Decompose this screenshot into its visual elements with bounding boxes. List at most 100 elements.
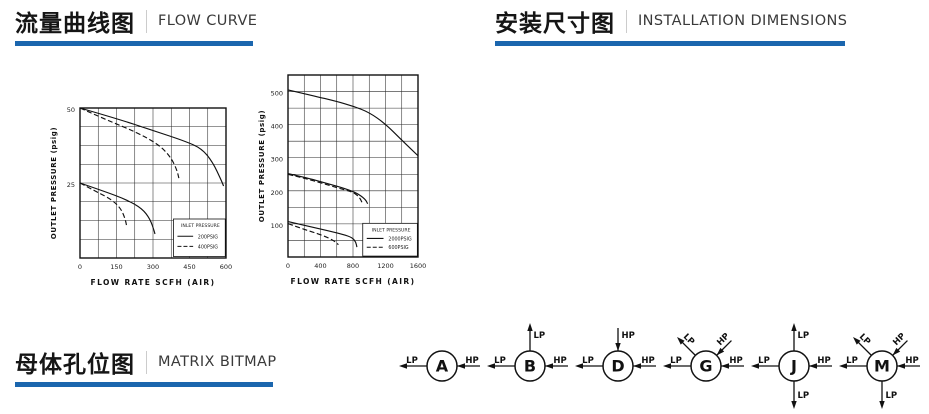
port-circle bbox=[514, 350, 546, 382]
y-axis-tick: 500 bbox=[271, 90, 283, 98]
port-label: HP bbox=[905, 356, 918, 366]
flow-curve-section-header: 流量曲线图 FLOW CURVE bbox=[15, 6, 257, 46]
port-arrow-icon bbox=[487, 363, 495, 369]
matrix-port-diagrams: LP HP A LP LP HP B LP HP HP D LP LP HP HP G LP LP LP HP J LP L… bbox=[398, 316, 926, 412]
x-axis-tick: 0 bbox=[78, 263, 82, 271]
port-arrow-icon bbox=[399, 363, 407, 369]
port-diagram-B: LP LP HP B bbox=[487, 323, 568, 382]
port-diagram-J: LP LP LP HP J bbox=[751, 323, 832, 409]
port-label: LP bbox=[582, 356, 594, 366]
port-arrow-icon bbox=[751, 363, 759, 369]
flow-curve-line bbox=[79, 182, 128, 227]
plot-border bbox=[287, 74, 419, 258]
flow-curve-line bbox=[287, 221, 358, 248]
port-label: HP bbox=[465, 356, 478, 366]
flow-curve-line bbox=[79, 107, 225, 187]
port-arrow-icon bbox=[791, 323, 797, 331]
legend-entry-label: 200PSIG bbox=[198, 234, 219, 240]
port-letter: G bbox=[699, 357, 712, 376]
x-axis-tick: 450 bbox=[183, 263, 195, 271]
x-axis-tick: 150 bbox=[110, 263, 122, 271]
legend-entry-label: 600PSIG bbox=[388, 245, 409, 251]
port-line bbox=[856, 340, 872, 356]
port-label: LP bbox=[846, 356, 858, 366]
port-arrow-icon bbox=[791, 401, 797, 409]
port-label: LP bbox=[758, 356, 770, 366]
x-axis-tick: 0 bbox=[286, 262, 290, 270]
header-divider bbox=[146, 350, 147, 374]
port-label: LP bbox=[681, 332, 696, 347]
port-label: LP bbox=[670, 356, 682, 366]
y-axis-tick: 400 bbox=[271, 123, 283, 131]
port-label: HP bbox=[817, 356, 830, 366]
legend-box bbox=[173, 218, 226, 257]
port-arrow-icon bbox=[545, 363, 553, 369]
header-divider bbox=[626, 9, 627, 33]
legend-title: INLET PRESSURE bbox=[181, 223, 220, 229]
matrix-underline-bar bbox=[15, 382, 273, 387]
x-axis-label: FLOW RATE SCFH (AIR) bbox=[91, 278, 216, 287]
port-arrow-icon bbox=[853, 337, 861, 345]
y-axis-tick: 100 bbox=[271, 222, 283, 230]
port-arrow-icon bbox=[663, 363, 671, 369]
x-axis-tick: 600 bbox=[220, 263, 232, 271]
port-arrow-icon bbox=[677, 337, 685, 345]
port-label: HP bbox=[622, 331, 635, 341]
y-axis-tick: 300 bbox=[271, 156, 283, 164]
matrix-header-row: 母体孔位图 MATRIX BITMAP bbox=[15, 347, 276, 378]
flow-curve-svg: 25 50 0 150 300 450 600 OUTLET PRESSURE (psig) F… bbox=[50, 106, 232, 287]
x-axis-tick: 300 bbox=[147, 263, 159, 271]
port-label: HP bbox=[641, 356, 654, 366]
port-arrow-icon bbox=[527, 323, 533, 331]
flow-curve-header-row: 流量曲线图 FLOW CURVE bbox=[15, 6, 257, 37]
flow-curve-chart-low-pressure: 25 50 0 150 300 450 600 OUTLET PRESSURE (psig) F… bbox=[34, 90, 240, 302]
port-arrow-icon bbox=[721, 363, 729, 369]
port-label: LP bbox=[534, 331, 546, 341]
port-circle bbox=[690, 350, 722, 382]
flow-curve-line bbox=[287, 173, 364, 205]
port-arrow-icon bbox=[457, 363, 465, 369]
port-label: LP bbox=[406, 356, 418, 366]
flow-curve-svg: 100 200 300 400 500 0 400 800 1200 1600 OUTLET PRE… bbox=[258, 74, 427, 286]
flow-curve-line bbox=[79, 107, 180, 181]
y-axis-tick: 200 bbox=[271, 189, 283, 197]
port-circle bbox=[866, 350, 898, 382]
port-arrow-icon bbox=[633, 363, 641, 369]
legend-box bbox=[362, 222, 418, 257]
port-label: LP bbox=[886, 391, 898, 401]
port-label: HP bbox=[553, 356, 566, 366]
port-circle bbox=[426, 350, 458, 382]
port-letter: D bbox=[611, 357, 624, 376]
flow-curve-line bbox=[287, 89, 419, 157]
installation-title-zh: 安装尺寸图 bbox=[495, 11, 615, 37]
x-axis-tick: 800 bbox=[347, 262, 359, 270]
installation-title-en: INSTALLATION DIMENSIONS bbox=[638, 13, 848, 29]
matrix-section-header: 母体孔位图 MATRIX BITMAP bbox=[15, 347, 276, 387]
port-arrow-icon bbox=[839, 363, 847, 369]
y-axis-tick: 50 bbox=[67, 106, 75, 114]
y-axis-tick: 25 bbox=[67, 181, 75, 189]
port-diagram-A: LP HP A bbox=[399, 350, 480, 382]
port-arrow-icon bbox=[897, 363, 905, 369]
flow-curve-title-en: FLOW CURVE bbox=[158, 13, 258, 29]
flow-curve-title-zh: 流量曲线图 bbox=[15, 11, 135, 37]
port-letter: M bbox=[874, 357, 890, 376]
port-line bbox=[680, 340, 696, 356]
header-divider bbox=[146, 9, 147, 33]
x-axis-tick: 1600 bbox=[410, 262, 427, 270]
port-label: LP bbox=[857, 332, 872, 347]
flow-curve-line bbox=[287, 223, 339, 246]
y-axis-label: OUTLET PRESSURE (psig) bbox=[258, 110, 266, 222]
port-label: HP bbox=[729, 356, 742, 366]
x-axis-tick: 400 bbox=[314, 262, 326, 270]
matrix-title-en: MATRIX BITMAP bbox=[158, 354, 277, 370]
port-arrow-icon bbox=[716, 347, 725, 356]
port-arrow-icon bbox=[575, 363, 583, 369]
port-label: LP bbox=[798, 331, 810, 341]
legend-entry-label: 400PSIG bbox=[198, 244, 219, 250]
port-label: HP bbox=[891, 331, 908, 348]
flow-curve-line bbox=[79, 182, 156, 235]
